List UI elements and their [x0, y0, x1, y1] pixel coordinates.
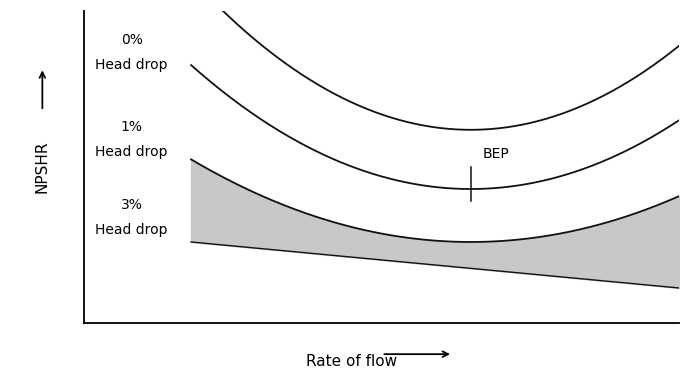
Text: Head drop: Head drop — [95, 58, 168, 72]
Text: 3%: 3% — [120, 198, 143, 212]
Text: BEP: BEP — [483, 147, 510, 161]
Text: NPSHR: NPSHR — [35, 141, 50, 193]
Text: 1%: 1% — [120, 120, 143, 135]
Text: 0%: 0% — [120, 33, 143, 47]
Text: Head drop: Head drop — [95, 146, 168, 159]
Text: Head drop: Head drop — [95, 223, 168, 237]
Text: Rate of flow: Rate of flow — [306, 354, 398, 369]
